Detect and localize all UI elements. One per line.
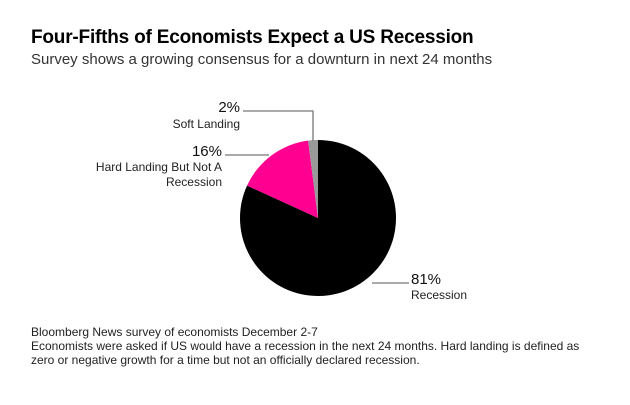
value-label-soft-landing: 2% <box>218 99 240 116</box>
category-label-hard-landing-line1: Hard Landing But Not A <box>96 160 222 174</box>
pie-slices <box>240 140 396 296</box>
footnote-source: Bloomberg News survey of economists Dece… <box>31 325 318 339</box>
footnote: Bloomberg News survey of economists Dece… <box>31 325 611 367</box>
chart-subtitle: Survey shows a growing consensus for a d… <box>31 51 493 68</box>
pie-slice-soft-landing <box>308 140 318 218</box>
leader-line-soft-landing <box>243 110 314 141</box>
category-label-hard-landing-line2: Recession <box>166 175 222 189</box>
category-label-recession: Recession <box>411 288 467 302</box>
pie-slice-hard-landing-but-not-a-recession <box>247 140 318 218</box>
footnote-note-line2: zero or negative growth for a time but n… <box>31 353 420 367</box>
value-label-recession: 81% <box>411 271 441 288</box>
chart-title: Four-Fifths of Economists Expect a US Re… <box>31 27 474 48</box>
category-label-soft-landing: Soft Landing <box>173 117 240 131</box>
footnote-note-line1: Economists were asked if US would have a… <box>31 339 580 353</box>
value-label-hard-landing: 16% <box>192 143 222 160</box>
